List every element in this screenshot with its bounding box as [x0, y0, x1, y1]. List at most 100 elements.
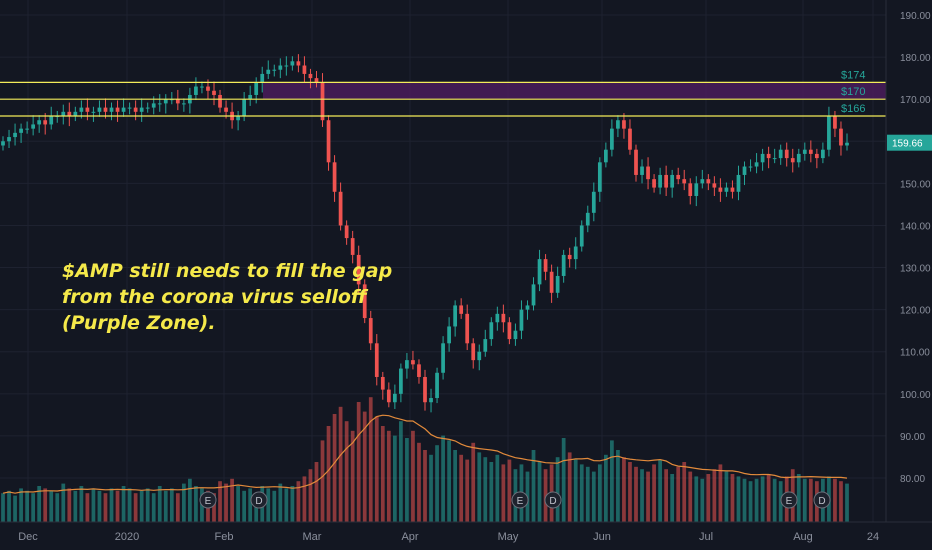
candle-body — [236, 116, 240, 121]
candle-body — [332, 162, 337, 192]
volume-bar — [368, 397, 373, 522]
candle-body — [19, 128, 23, 133]
candle-body — [495, 313, 500, 323]
candle-body — [338, 191, 343, 226]
volume-bar — [591, 471, 596, 522]
event-marker-label: E — [205, 496, 212, 507]
volume-bar — [326, 426, 331, 522]
x-tick-label: Aug — [793, 531, 813, 543]
candle-body — [127, 107, 132, 109]
candle-body — [386, 389, 391, 403]
candle-body — [272, 69, 277, 71]
candle-body — [489, 322, 494, 340]
candle-body — [670, 174, 675, 188]
volume-bar — [724, 471, 729, 522]
volume-bar — [423, 450, 427, 522]
candle-body — [796, 153, 801, 163]
y-tick-label: 170.00 — [900, 95, 931, 106]
volume-bar — [736, 476, 741, 522]
candle-body — [7, 137, 11, 142]
candle-body — [712, 183, 717, 188]
volume-bar — [380, 426, 385, 522]
volume-bar — [429, 454, 433, 522]
candle-body — [603, 149, 608, 163]
y-tick-label: 190.00 — [900, 11, 931, 22]
candle-body — [411, 360, 415, 365]
volume-bar — [754, 478, 759, 522]
candle-body — [49, 116, 54, 125]
candle-body — [109, 107, 114, 112]
candle-body — [175, 99, 180, 104]
candle-body — [302, 65, 307, 74]
candle-body — [435, 372, 439, 399]
annotation-line-2: from the corona virus selloff — [62, 286, 367, 308]
volume-bar — [19, 488, 23, 522]
candle-body — [115, 107, 120, 112]
candle-body — [194, 86, 198, 95]
candle-body — [688, 183, 693, 196]
volume-bar — [79, 486, 84, 522]
volume-bar — [248, 488, 253, 522]
candle-body — [441, 343, 445, 373]
volume-bar — [700, 478, 705, 522]
candle-body — [417, 364, 421, 377]
volume-bar — [55, 493, 60, 522]
candle-body — [133, 107, 138, 112]
volume-bar — [374, 416, 379, 522]
volume-bar — [139, 490, 144, 522]
volume-bar — [833, 478, 837, 522]
event-marker — [544, 491, 562, 509]
volume-bar — [603, 454, 608, 522]
candle-body — [700, 179, 705, 184]
volume-moving-average — [2, 414, 848, 494]
candle-body — [845, 142, 849, 146]
volume-bar — [628, 462, 632, 522]
volume-bar — [1, 493, 5, 522]
candle-body — [513, 330, 518, 340]
volume-bar — [272, 490, 277, 522]
volume-bar — [748, 481, 753, 522]
volume-bar — [658, 459, 662, 522]
volume-bar — [224, 483, 228, 522]
volume-bar — [537, 462, 542, 522]
candle-body — [97, 107, 102, 112]
volume-bar — [151, 493, 156, 522]
volume-bar — [634, 466, 638, 522]
y-tick-label: 110.00 — [900, 348, 930, 359]
candle-body — [664, 174, 669, 188]
event-marker — [511, 491, 529, 509]
volume-bar — [37, 486, 42, 522]
volume-bar — [682, 462, 687, 522]
candle-body — [591, 191, 596, 213]
candle-body — [368, 318, 373, 344]
volume-bar — [845, 483, 849, 522]
candle-body — [266, 69, 271, 74]
volume-bar — [181, 483, 186, 522]
annotation-line-1: $AMP still needs to fill the gap — [62, 260, 393, 282]
candle-body — [61, 111, 66, 117]
event-marker-label: D — [549, 496, 556, 507]
candle-body — [405, 360, 409, 369]
volume-bar — [483, 457, 488, 522]
candle-body — [308, 73, 313, 79]
volume-bar — [230, 478, 234, 522]
candle-body — [706, 179, 711, 184]
volume-bar — [597, 464, 602, 522]
candle-body — [579, 225, 584, 247]
volume-bar — [236, 486, 240, 522]
volume-bar — [67, 488, 72, 522]
volume-bar — [194, 486, 198, 522]
candle-body — [423, 376, 427, 403]
candle-body — [212, 90, 216, 95]
y-tick-label: 130.00 — [900, 264, 931, 275]
volume-bar — [392, 435, 397, 522]
y-tick-label: 180.00 — [900, 53, 931, 64]
candle-body — [447, 326, 451, 344]
candle-body — [718, 187, 723, 192]
volume-bar — [706, 474, 711, 522]
volume-bar — [501, 464, 506, 522]
candle-body — [778, 149, 783, 159]
candle-body — [827, 116, 831, 150]
x-tick-label: Feb — [215, 531, 234, 543]
volume-bar — [561, 438, 566, 522]
